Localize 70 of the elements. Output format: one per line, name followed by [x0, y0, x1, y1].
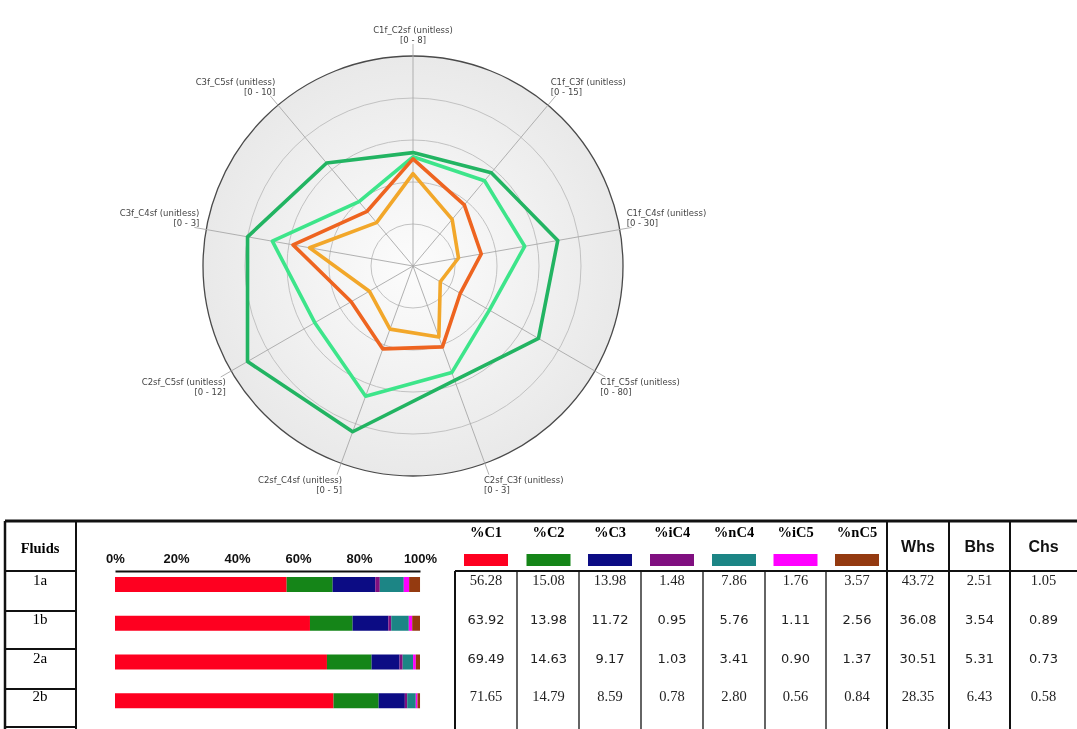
spoke-label: C2sf_C5sf (unitless) [0 - 12] — [141, 377, 226, 397]
spoke-label: C2sf_C4sf (unitless) [0 - 5] — [258, 474, 343, 495]
y-tick-label: 1a — [32, 572, 48, 588]
data-label: 1.37 — [842, 650, 872, 666]
data-label: 1.48 — [659, 572, 685, 588]
data-label: 63.92 — [467, 611, 505, 627]
y-tick-label: 2a — [32, 649, 48, 666]
text: %nC5 — [836, 524, 878, 540]
x-tick-label: 20% — [163, 551, 190, 566]
text: %iC4 — [653, 524, 691, 540]
y-axis-title: Fluids — [20, 540, 60, 556]
text: %C2 — [532, 524, 565, 540]
x-tick-label: 0% — [106, 551, 126, 566]
spoke-label: C3f_C5sf (unitless) [0 - 10] — [195, 76, 276, 97]
data-label: 13.98 — [593, 572, 627, 588]
spoke-label: C2sf_C3f (unitless) [0 - 3] — [483, 474, 564, 495]
text: 2.51 — [966, 572, 993, 588]
spoke-label: C1f_C2sf (unitless) [0 - 8] — [373, 25, 453, 45]
x-tick-label: 80% — [346, 551, 373, 566]
text: %iC5 — [777, 524, 814, 540]
data-label: 0.56 — [782, 688, 809, 705]
data-label: 69.49 — [467, 650, 505, 666]
spoke-label: C1f_C3f (unitless) [0 - 15] — [550, 76, 626, 97]
data-label: 13.98 — [529, 611, 568, 627]
data-label: 0.90 — [781, 650, 810, 666]
data-label: 11.72 — [591, 611, 629, 627]
text: 28.35 — [901, 688, 935, 705]
text: %C3 — [593, 524, 627, 540]
text: 36.08 — [899, 611, 937, 627]
data-label: 5.76 — [719, 611, 749, 627]
spoke-label: C1f_C5sf (unitless) [0 - 80] — [600, 377, 680, 397]
text: 0.89 — [1029, 611, 1058, 627]
y-tick-label: 1b — [32, 610, 48, 627]
data-label: 1.11 — [781, 611, 810, 627]
data-label: 56.28 — [469, 572, 503, 588]
data-label: 0.78 — [659, 688, 685, 705]
data-label: 1.76 — [782, 572, 809, 588]
text: %nC4 — [713, 524, 755, 540]
y-tick-label: 2b — [32, 688, 48, 705]
data-label: 7.86 — [721, 572, 747, 588]
text: Whs — [901, 538, 935, 555]
spoke-label: C3f_C4sf (unitless) [0 - 3] — [119, 208, 200, 229]
data-label: 1.03 — [657, 650, 687, 666]
data-label: 0.95 — [657, 611, 687, 627]
data-label: 14.63 — [529, 650, 568, 666]
text: %C1 — [469, 524, 503, 540]
data-label: 0.84 — [844, 688, 871, 705]
text: 0.58 — [1030, 688, 1057, 705]
text: 30.51 — [899, 650, 937, 666]
data-label: 2.56 — [842, 611, 872, 627]
text: Bhs — [964, 538, 995, 555]
x-tick-label: 60% — [285, 551, 312, 566]
text: 3.54 — [965, 611, 994, 627]
text: 6.43 — [966, 688, 993, 705]
data-label: 71.65 — [469, 688, 503, 705]
text: 0.73 — [1029, 650, 1058, 666]
text: 1.05 — [1030, 572, 1057, 588]
spoke-label: C1f_C4sf (unitless) [0 - 30] — [626, 208, 707, 229]
data-label: 15.08 — [532, 572, 565, 588]
text: Chs — [1028, 538, 1059, 555]
x-tick-label: 100% — [403, 551, 438, 566]
x-tick-label: 40% — [224, 551, 251, 566]
text: 43.72 — [901, 572, 935, 588]
data-label: 3.57 — [844, 572, 870, 588]
text: 5.31 — [965, 650, 994, 666]
data-label: 2.80 — [721, 688, 747, 705]
data-label: 14.79 — [532, 688, 565, 705]
data-label: 3.41 — [719, 650, 749, 666]
data-label: 8.59 — [597, 688, 623, 705]
data-label: 9.17 — [595, 650, 625, 666]
